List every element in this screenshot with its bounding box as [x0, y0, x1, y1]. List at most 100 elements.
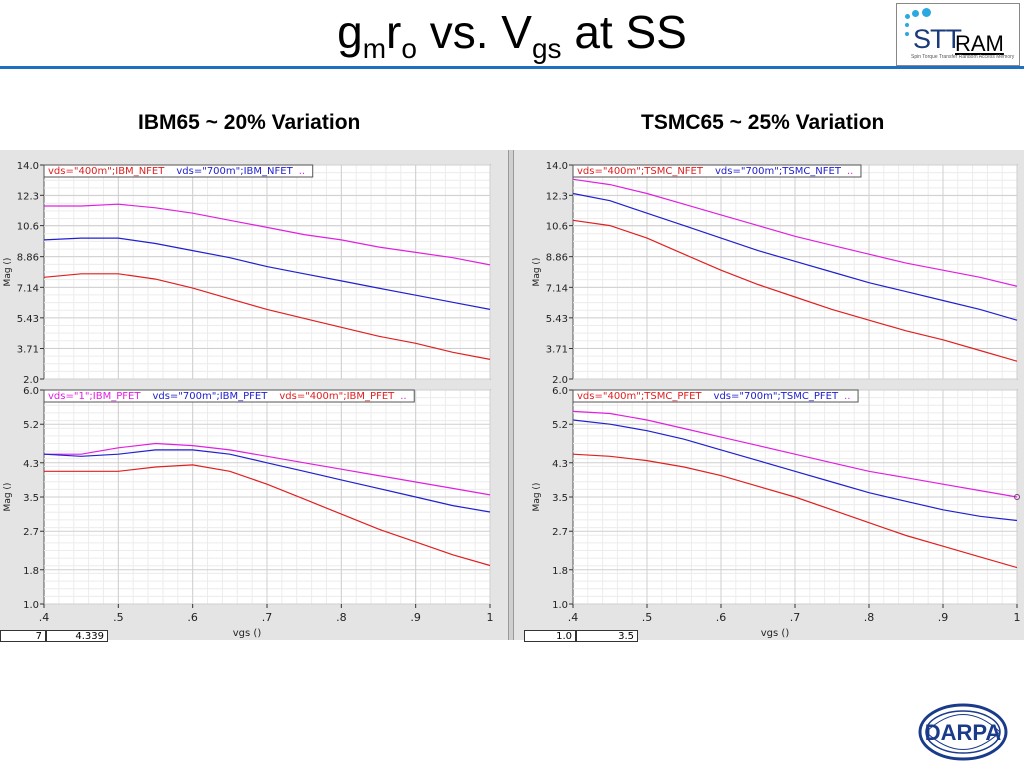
- right-heading: TSMC65 ~ 25% Variation: [641, 111, 885, 134]
- slide-title: gmro vs. Vgs at SS: [0, 2, 1024, 79]
- y-tick-label: 5.2: [23, 420, 39, 431]
- x-tick-label: .5: [113, 611, 124, 624]
- legend-entry: vds="400m";TSMC_NFET: [577, 166, 704, 177]
- series-line: [572, 410, 1018, 498]
- x-tick-label: .9: [410, 611, 421, 624]
- y-axis-label: Mag (): [532, 483, 542, 512]
- legend-entry: vds="1";IBM_PFET: [48, 391, 141, 402]
- y-tick-label: 7.14: [546, 283, 568, 294]
- title-part: r: [386, 6, 402, 58]
- logo-dot: [905, 14, 910, 19]
- title-subscript: o: [401, 33, 417, 64]
- x-tick-label: .4: [568, 611, 579, 624]
- x-axis-label: vgs (): [233, 628, 262, 639]
- series-line: [43, 237, 491, 310]
- y-tick-label: 1.8: [23, 566, 39, 577]
- chart-panel: 6.0 5.2 4.3 3.5 2.7 1.8 1.0 Mag () .4 .5 .6 .7 .8 .9 1…: [532, 386, 1021, 639]
- y-tick-label: 4.3: [552, 459, 568, 470]
- y-tick-label: 1.0: [552, 600, 568, 611]
- x-tick-label: 1: [487, 611, 494, 624]
- logo-dot: [905, 23, 909, 27]
- series-line: [44, 464, 491, 567]
- series-line: [44, 203, 491, 266]
- y-axis-label: Mag (): [3, 483, 13, 512]
- left-heading: IBM65 ~ 20% Variation: [138, 111, 361, 134]
- title-part: g: [337, 6, 363, 58]
- legend: vds="400m";TSMC_PFET vds="700m";TSMC_PFET…: [572, 389, 859, 403]
- legend-box: [572, 164, 862, 178]
- y-tick-label: 7.14: [17, 283, 39, 294]
- y-tick-label: 5.43: [546, 314, 568, 325]
- legend-box: [43, 389, 415, 403]
- x-tick-label: .6: [187, 611, 198, 624]
- legend-more: ..: [847, 166, 853, 177]
- series-line: [43, 273, 491, 360]
- cursor-readout-y[interactable]: 4.339: [46, 630, 108, 642]
- series-line: [43, 449, 491, 513]
- y-tick-label: 12.3: [17, 191, 39, 202]
- y-tick-label: 5.2: [552, 420, 568, 431]
- right-chart-svg: 14.0 12.3 10.6 8.86 7.14 5.43 3.71 2.0 Mag () vds…: [532, 161, 1021, 639]
- y-tick-label: 4.3: [23, 459, 39, 470]
- logo-tagline: Spin Torque Transfer Random Access Memor…: [911, 54, 1015, 60]
- cursor-readout-x[interactable]: 7: [0, 630, 46, 642]
- title-rule: [0, 66, 1024, 69]
- y-axis-label: Mag (): [3, 258, 13, 287]
- legend-entry: vds="400m";IBM_PFET: [279, 391, 395, 402]
- series-line: [572, 178, 1018, 287]
- x-tick-label: .4: [39, 611, 50, 624]
- logo-ram-text: RAM: [955, 31, 1004, 56]
- window-divider[interactable]: [508, 150, 514, 640]
- x-tick-label: .8: [336, 611, 347, 624]
- y-axis-label: Mag (): [532, 258, 542, 287]
- darpa-logo-text: DARPA: [925, 720, 1002, 745]
- x-tick-label: .9: [938, 611, 949, 624]
- y-tick-label: 3.5: [552, 493, 568, 504]
- legend-more: ..: [844, 391, 850, 402]
- y-tick-label: 8.86: [546, 253, 568, 264]
- left-chart-svg: 14.0 12.3 10.6 8.86 7.14 5.43 3.71 2.0 Mag () vds…: [3, 161, 494, 639]
- title-part: at SS: [561, 6, 687, 58]
- title-subscript: gs: [531, 33, 562, 64]
- x-tick-label: .7: [790, 611, 801, 624]
- logo-stt-text: STT: [913, 24, 962, 54]
- cursor-readout-x[interactable]: 1.0: [524, 630, 576, 642]
- y-tick-label: 1.8: [552, 566, 568, 577]
- y-tick-label: 8.86: [17, 253, 39, 264]
- x-tick-label: .8: [864, 611, 875, 624]
- y-tick-label: 2.7: [552, 527, 568, 538]
- y-tick-label: 3.71: [17, 345, 39, 356]
- legend: vds="1";IBM_PFET vds="700m";IBM_PFET vds="…: [43, 389, 415, 403]
- cursor-readout-y[interactable]: 3.5: [576, 630, 638, 642]
- y-tick-label: 6.0: [23, 386, 39, 397]
- chart-panel: 14.0 12.3 10.6 8.86 7.14 5.43 3.71 2.0 Mag () vds…: [3, 161, 491, 386]
- series-line: [572, 192, 1018, 321]
- legend-box: [43, 164, 314, 178]
- y-tick-label: 2.0: [23, 375, 39, 386]
- logo-dot: [912, 10, 919, 17]
- series-line: [572, 219, 1018, 362]
- x-axis-label: vgs (): [761, 628, 790, 639]
- y-tick-label: 12.3: [546, 191, 568, 202]
- x-tick-label: .7: [262, 611, 273, 624]
- x-tick-label: 1: [1014, 611, 1021, 624]
- series-line: [44, 442, 491, 496]
- y-tick-label: 3.71: [546, 345, 568, 356]
- legend-entry: vds="700m";TSMC_NFET: [715, 166, 842, 177]
- legend-more: ..: [299, 166, 305, 177]
- title-subscript: m: [362, 33, 387, 64]
- legend-entry: vds="700m";IBM_NFET: [176, 166, 293, 177]
- y-tick-label: 10.6: [17, 222, 39, 233]
- legend: vds="400m";TSMC_NFET vds="700m";TSMC_NFET…: [572, 164, 862, 178]
- y-tick-label: 2.0: [552, 375, 568, 386]
- chart-panel: 6.0 5.2 4.3 3.5 2.7 1.8 1.0 Mag () .4 .5 .6 .7 .8 .9 1…: [3, 386, 494, 639]
- chart-panel: 14.0 12.3 10.6 8.86 7.14 5.43 3.71 2.0 Mag () vds…: [532, 161, 1018, 386]
- series-line: [572, 419, 1018, 522]
- legend-entry: vds="400m";IBM_NFET: [48, 166, 165, 177]
- logo-dot: [922, 8, 931, 17]
- y-tick-label: 14.0: [546, 161, 568, 172]
- y-tick-label: 1.0: [23, 600, 39, 611]
- logo-dot: [905, 32, 909, 36]
- x-tick-label: .6: [716, 611, 727, 624]
- y-tick-label: 5.43: [17, 314, 39, 325]
